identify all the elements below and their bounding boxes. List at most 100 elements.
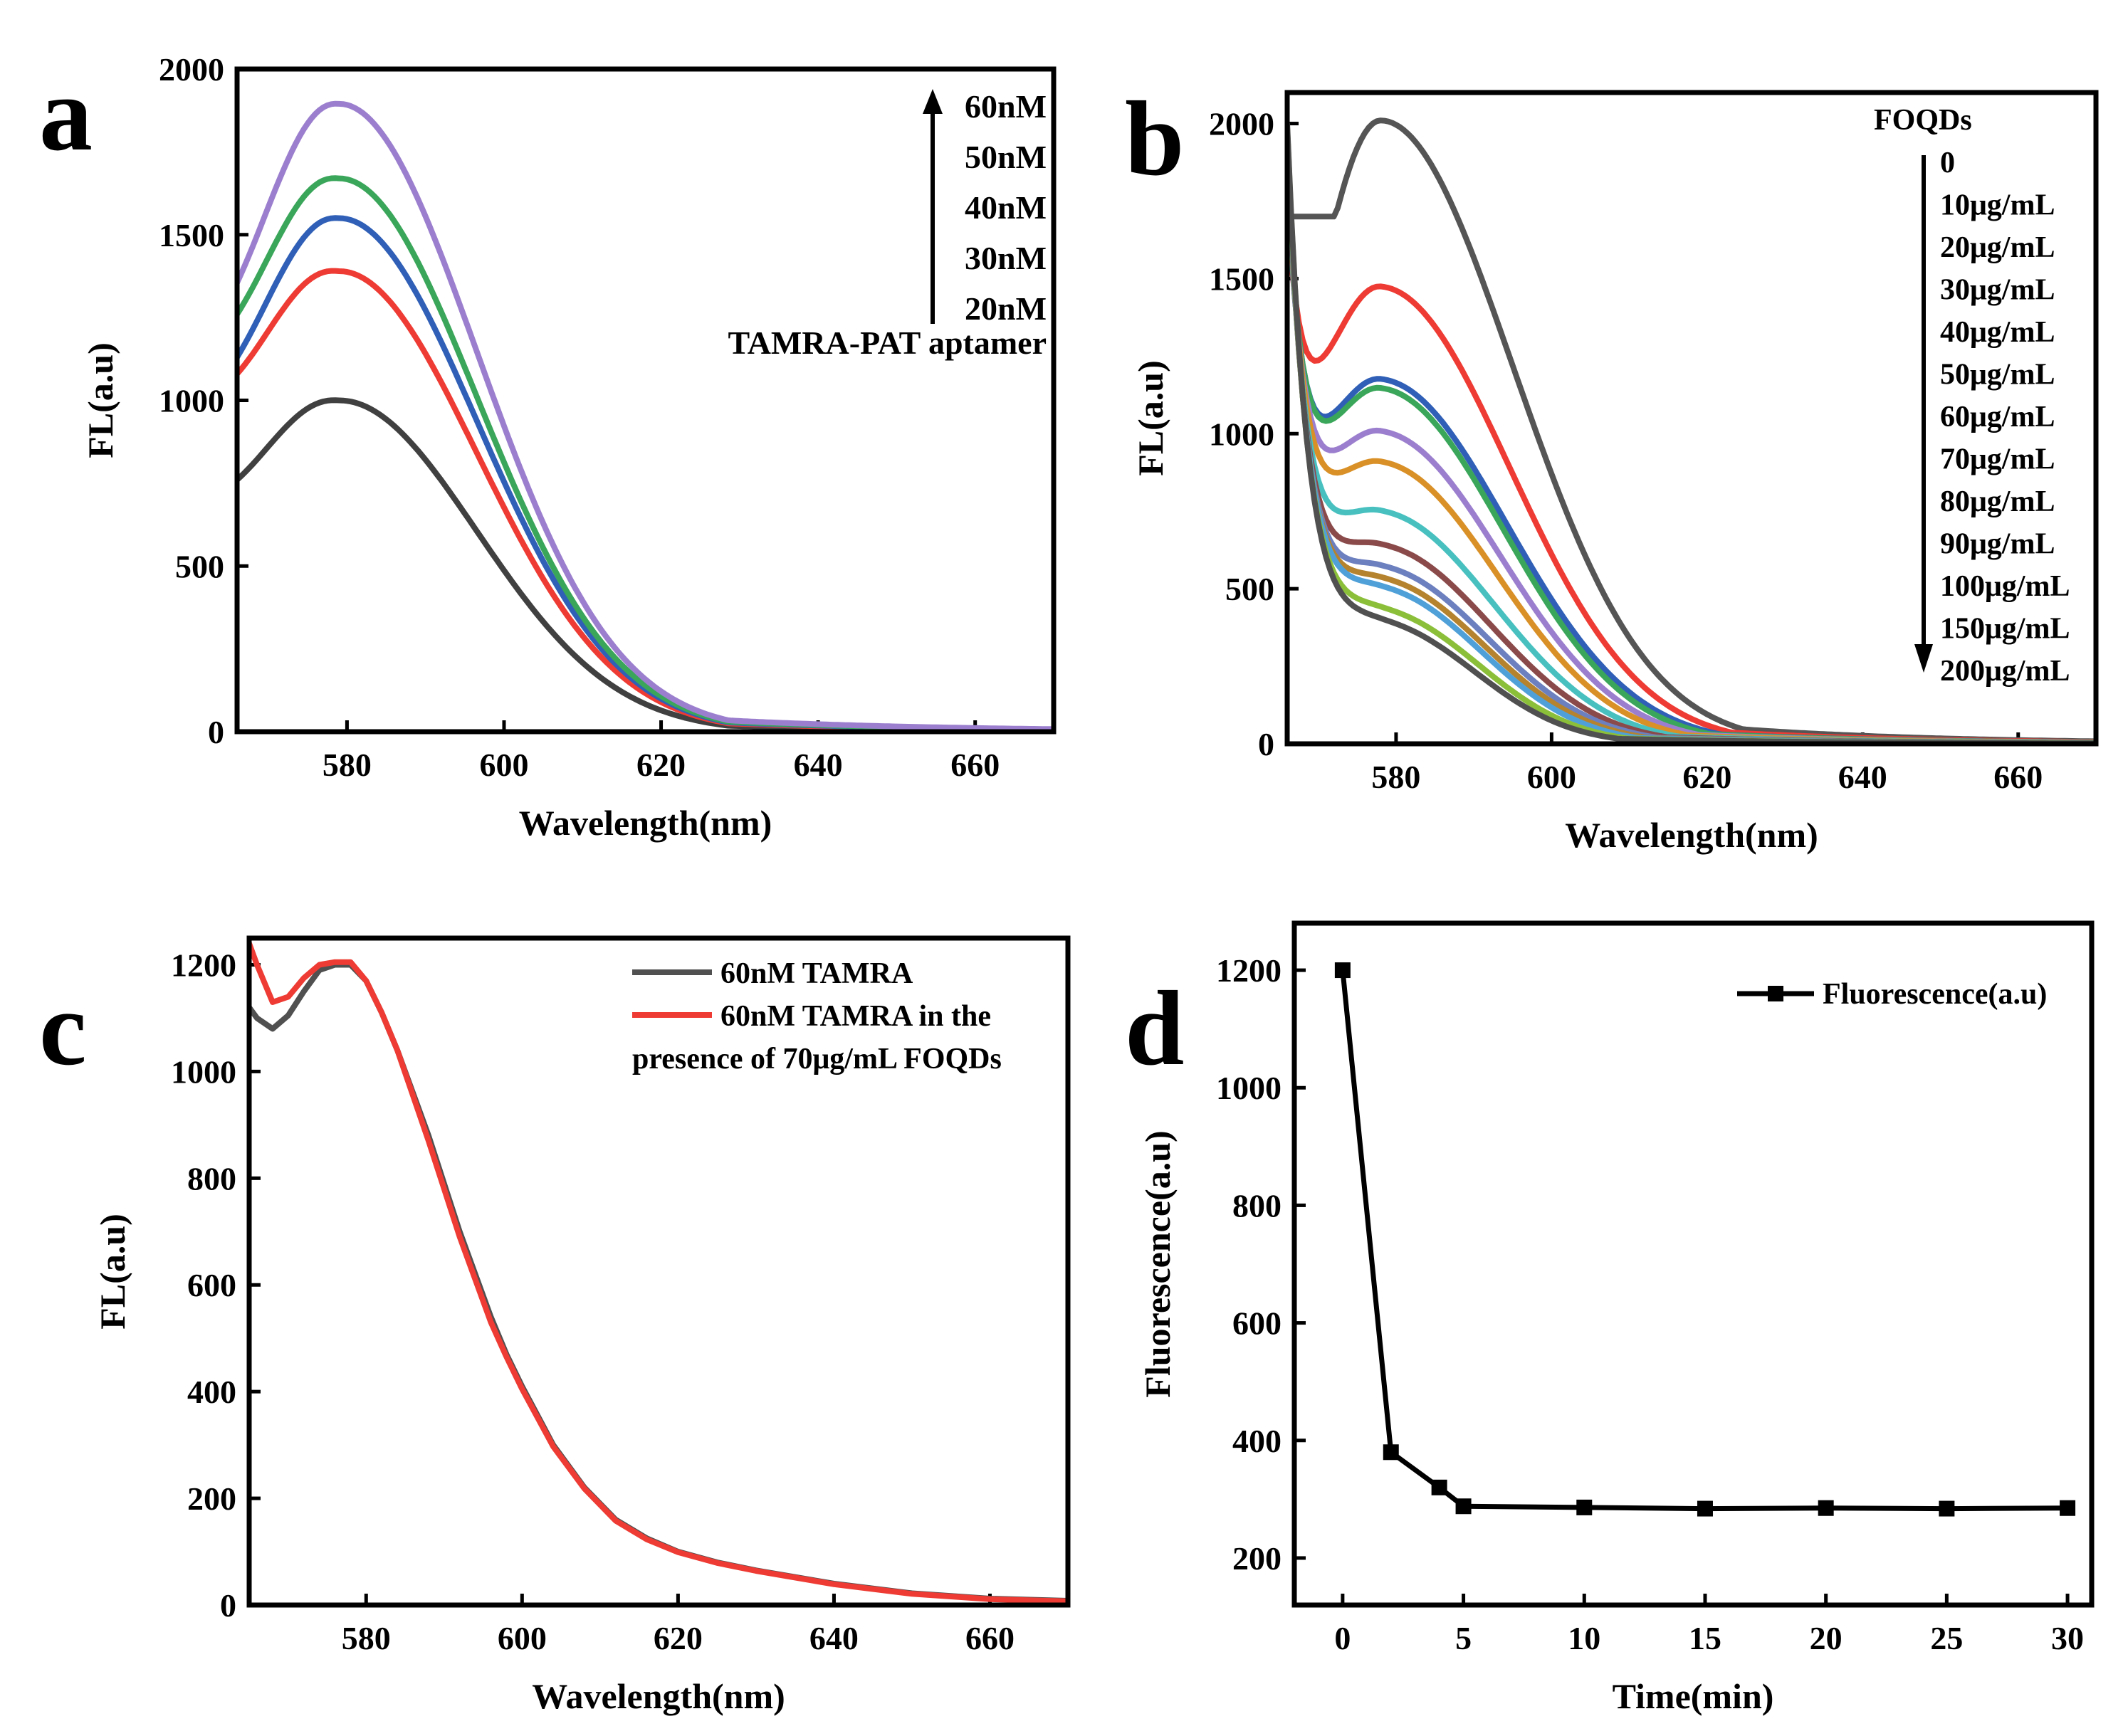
x-tick-label: 600 xyxy=(479,747,528,783)
y-tick-label: 2000 xyxy=(159,51,224,88)
y-tick-label: 1500 xyxy=(159,217,224,253)
legend-label: 20nM xyxy=(965,290,1047,327)
data-point-d xyxy=(1383,1444,1399,1461)
legend-label: 20μg/mL xyxy=(1940,231,2055,264)
legend-label: 100μg/mL xyxy=(1940,570,2070,603)
x-tick-label: 10 xyxy=(1568,1620,1600,1656)
legend-label: 60nM TAMRA in the xyxy=(720,1000,991,1033)
x-tick-label: 20 xyxy=(1810,1620,1843,1656)
series-group-d xyxy=(1334,962,2076,1517)
x-tick-label: 660 xyxy=(1993,759,2043,795)
y-tick-label: 200 xyxy=(1232,1540,1281,1577)
y-axis-label: Fluorescence(a.u) xyxy=(1138,1130,1178,1397)
y-tick-label: 400 xyxy=(1232,1423,1281,1459)
panel-letter-c: c xyxy=(39,969,87,1088)
series-line-b-10 xyxy=(1287,130,2096,744)
x-tick-label: 580 xyxy=(1371,759,1420,795)
y-tick-label: 2000 xyxy=(1209,106,1274,142)
y-tick-label: 1000 xyxy=(171,1053,236,1090)
x-tick-label: 30 xyxy=(2051,1620,2084,1656)
x-tick-label: 640 xyxy=(1838,759,1887,795)
legend-label: 50nM xyxy=(965,139,1047,175)
y-tick-label: 400 xyxy=(187,1374,236,1410)
y-tick-label: 0 xyxy=(208,714,224,750)
data-point-d xyxy=(2060,1500,2076,1516)
legend-label: 60μg/mL xyxy=(1940,401,2055,433)
legend-label: 40nM xyxy=(965,189,1047,226)
legend-label: presence of 70μg/mL FOQDs xyxy=(632,1043,1002,1075)
x-tick-label: 640 xyxy=(809,1620,859,1656)
y-tick-label: 0 xyxy=(1258,726,1274,762)
series-group-a xyxy=(237,100,1054,732)
legend-title: TAMRA-PAT aptamer xyxy=(728,325,1047,361)
y-tick-label: 0 xyxy=(220,1587,236,1624)
x-tick-label: 640 xyxy=(794,747,843,783)
x-tick-label: 580 xyxy=(342,1620,391,1656)
panel-letter-d: d xyxy=(1125,969,1184,1088)
legend-label: 50μg/mL xyxy=(1940,359,2055,391)
x-tick-label: 600 xyxy=(1527,759,1576,795)
data-point-d xyxy=(1697,1500,1713,1517)
legend-label: 80μg/mL xyxy=(1940,485,2055,518)
x-axis-label: Wavelength(nm) xyxy=(532,1676,785,1716)
legend-label: Fluorescence(a.u) xyxy=(1823,978,2047,1011)
y-axis-label: FL(a.u) xyxy=(93,1214,132,1330)
x-tick-label: 620 xyxy=(654,1620,703,1656)
y-tick-label: 1200 xyxy=(1216,952,1281,989)
panel-letter-a: a xyxy=(39,55,93,173)
series-line-c-1 xyxy=(249,940,1068,1604)
data-point-d xyxy=(1334,962,1351,979)
legend-label: 60nM xyxy=(965,88,1047,125)
x-tick-label: 660 xyxy=(965,1620,1015,1656)
x-tick-label: 620 xyxy=(1682,759,1731,795)
x-axis-label: Time(min) xyxy=(1613,1676,1774,1716)
plot-frame-a xyxy=(234,66,1057,735)
chart-b: 580 600 620 640 660 0 500 1000 1500 2000 Wavelengt… xyxy=(1131,90,2099,855)
legend-label: 200μg/mL xyxy=(1940,655,2070,688)
x-tick-label: 15 xyxy=(1689,1620,1721,1656)
data-point-d xyxy=(1939,1500,1955,1517)
legend-label: 0 xyxy=(1940,147,1955,179)
legend-label: 90μg/mL xyxy=(1940,528,2055,561)
data-point-d xyxy=(1818,1500,1834,1516)
x-tick-label: 25 xyxy=(1930,1620,1963,1656)
y-axis-label: FL(a.u) xyxy=(80,342,120,458)
data-point-d xyxy=(1431,1479,1447,1495)
legend-label: 30μg/mL xyxy=(1940,274,2055,307)
plot-frame-d xyxy=(1291,920,2095,1608)
y-tick-label: 1000 xyxy=(1216,1070,1281,1106)
legend-label: 40μg/mL xyxy=(1940,316,2055,349)
legend-arrowhead-b xyxy=(1914,644,1933,673)
legend-label: 60nM TAMRA xyxy=(720,957,913,990)
legend-marker-d xyxy=(1768,986,1783,1001)
y-tick-label: 600 xyxy=(1232,1305,1281,1342)
y-axis-label: FL(a.u) xyxy=(1131,360,1170,476)
y-tick-label: 1000 xyxy=(1209,416,1274,452)
series-group-b xyxy=(1287,117,2096,744)
y-tick-label: 1200 xyxy=(171,947,236,983)
y-tick-label: 800 xyxy=(1232,1187,1281,1224)
series-line-d-0 xyxy=(1340,967,2070,1512)
y-tick-label: 1000 xyxy=(159,383,224,419)
x-tick-label: 0 xyxy=(1334,1620,1351,1656)
y-tick-label: 1500 xyxy=(1209,261,1274,297)
legend-label: 30nM xyxy=(965,240,1047,276)
legend-label: 70μg/mL xyxy=(1940,443,2055,476)
y-tick-label: 500 xyxy=(175,548,224,584)
x-axis-label: Wavelength(nm) xyxy=(519,803,772,843)
legend-label: 150μg/mL xyxy=(1940,613,2070,646)
y-tick-label: 800 xyxy=(187,1160,236,1196)
series-line-a-4 xyxy=(237,100,1054,732)
panel-letter-b: b xyxy=(1125,80,1184,198)
x-tick-label: 580 xyxy=(323,747,372,783)
legend-label: 10μg/mL xyxy=(1940,189,2055,222)
plot-frame-b xyxy=(1284,90,2099,747)
x-tick-label: 620 xyxy=(636,747,686,783)
x-tick-label: 5 xyxy=(1455,1620,1472,1656)
y-tick-label: 200 xyxy=(187,1480,236,1517)
series-group-c xyxy=(249,940,1068,1604)
data-point-d xyxy=(1576,1499,1593,1515)
x-axis-label: Wavelength(nm) xyxy=(1565,815,1818,855)
x-tick-label: 660 xyxy=(950,747,1000,783)
